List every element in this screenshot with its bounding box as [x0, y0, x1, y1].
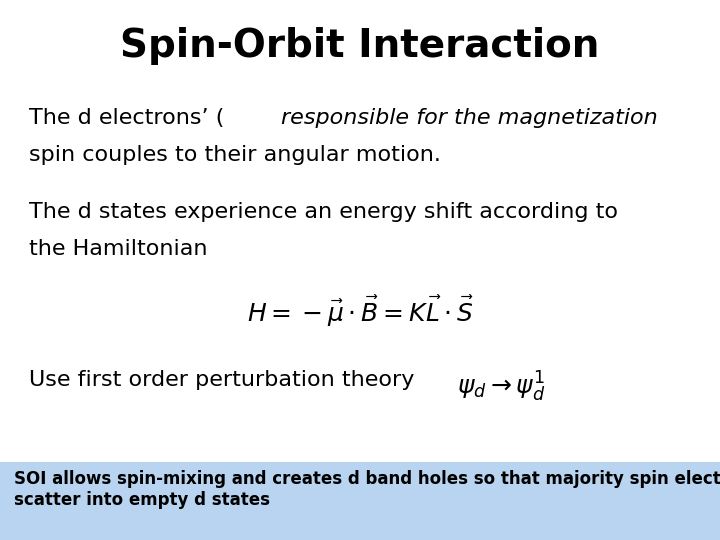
Text: Spin-Orbit Interaction: Spin-Orbit Interaction [120, 27, 600, 65]
Text: Use first order perturbation theory: Use first order perturbation theory [29, 370, 414, 390]
Text: $\psi_d \rightarrow \psi_d^1$: $\psi_d \rightarrow \psi_d^1$ [457, 370, 546, 404]
Text: responsible for the magnetization: responsible for the magnetization [281, 108, 657, 128]
Text: The d states experience an energy shift according to: The d states experience an energy shift … [29, 202, 618, 222]
Text: $H = -\vec{\mu}\cdot\vec{B} = K\vec{L}\cdot\vec{S}$: $H = -\vec{\mu}\cdot\vec{B} = K\vec{L}\c… [247, 294, 473, 329]
Text: the Hamiltonian: the Hamiltonian [29, 239, 207, 259]
Text: The d electrons’ (: The d electrons’ ( [29, 108, 224, 128]
FancyBboxPatch shape [0, 462, 720, 540]
Text: SOI allows spin-mixing and creates d band holes so that majority spin electrons : SOI allows spin-mixing and creates d ban… [14, 470, 720, 509]
Text: spin couples to their angular motion.: spin couples to their angular motion. [29, 145, 441, 165]
